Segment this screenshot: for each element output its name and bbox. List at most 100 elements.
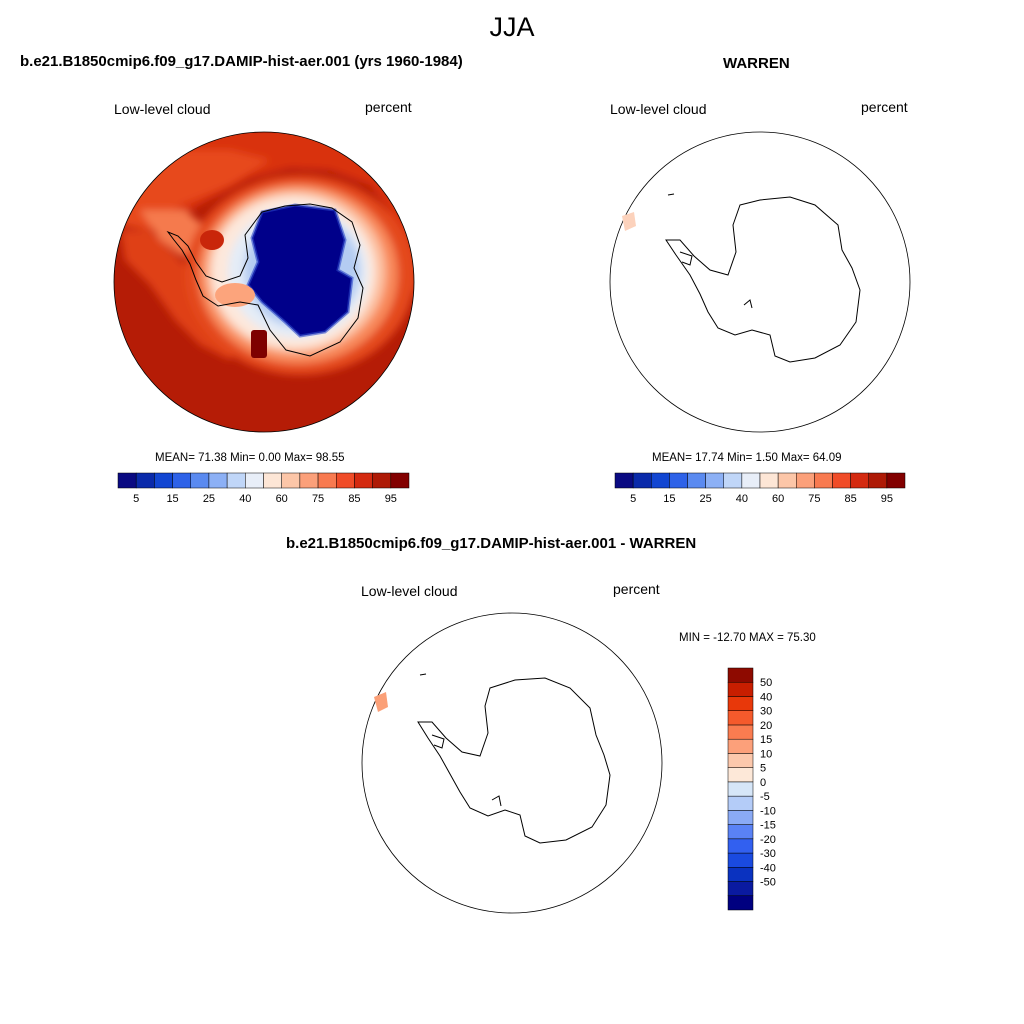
panel1-stats: MEAN= 71.38 Min= 0.00 Max= 98.55 (155, 452, 345, 464)
panel2-variable-label: Low-level cloud (610, 101, 707, 117)
panel3-colorbar-swatch (727, 895, 754, 911)
panel2-colorbar-swatch (687, 472, 706, 489)
panel1-units-label: percent (365, 99, 412, 115)
panel3-colorbar-tick-label: 15 (760, 734, 772, 746)
panel3-colorbar-swatch (727, 795, 754, 811)
panel3-colorbar-tick-label: -40 (760, 862, 776, 874)
panel1-colorbar-swatch (135, 472, 155, 489)
panel2-units-label: percent (861, 99, 908, 115)
panel2-colorbar-tick-label: 40 (736, 493, 748, 505)
panel1-colorbar-tick-label: 5 (133, 493, 139, 505)
panel3-colorbar-swatch (727, 781, 754, 797)
panel2-colorbar-swatch (651, 472, 670, 489)
panel2-colorbar-swatch (759, 472, 779, 489)
panel3-colorbar-swatch (727, 738, 754, 754)
panel2-colorbar: 5 15 25 40 60 75 85 95 (614, 472, 906, 505)
panel2-colorbar-swatch (741, 472, 761, 489)
panel3-colorbar-swatch (727, 753, 754, 768)
panel3-colorbar-swatch (727, 838, 754, 854)
panel3-colorbar-tick-label: -30 (760, 848, 776, 860)
panel3-colorbar-tick-label: 5 (760, 763, 766, 775)
panel3-colorbar-tick-label: 0 (760, 777, 766, 789)
panel3-colorbar-swatch (727, 696, 754, 711)
panel1-colorbar-swatch (208, 472, 228, 489)
panel2-colorbar-tick-label: 5 (630, 493, 636, 505)
panel3-colorbar-tick-label: 40 (760, 691, 772, 703)
panel3-colorbar-tick-label: 30 (760, 706, 772, 718)
panel2-colorbar-tick-label: 85 (845, 493, 857, 505)
panel1-coastline (166, 203, 364, 357)
panel3-units-label: percent (613, 581, 660, 597)
panel1-colorbar-swatch (390, 472, 410, 489)
panel1-colorbar-swatch (372, 472, 392, 489)
panel1-colorbar-swatch (299, 472, 319, 489)
figure-title: JJA (489, 12, 535, 42)
panel1-colorbar-tick-label: 75 (312, 493, 324, 505)
panel3-colorbar-swatch (727, 867, 754, 882)
panel3-colorbar-swatch (727, 681, 754, 697)
panel3-colorbar-tick-label: 50 (760, 677, 772, 689)
panel1-colorbar-tick-label: 95 (385, 493, 397, 505)
panel3-colorbar-tick-label: -20 (760, 834, 776, 846)
panel3-variable-label: Low-level cloud (361, 583, 458, 599)
panel1-colorbar-swatch (354, 472, 373, 489)
panel2-colorbar-swatch (832, 472, 851, 489)
panel1-colorbar-swatch (281, 472, 301, 489)
panel2-colorbar-tick-label: 60 (772, 493, 784, 505)
panel1-colorbar-swatch (245, 472, 264, 489)
panel1-colorbar-tick-label: 40 (239, 493, 251, 505)
panel3-title: b.e21.B1850cmip6.f09_g17.DAMIP-hist-aer.… (286, 535, 697, 552)
panel1-variable-label: Low-level cloud (114, 101, 211, 117)
panel3-colorbar-swatch (727, 824, 754, 840)
panel2-colorbar-tick-label: 95 (881, 493, 893, 505)
panel3-colorbar-swatch (727, 767, 754, 783)
panel2-title: WARREN (723, 55, 790, 72)
panel1-colorbar-tick-label: 85 (348, 493, 360, 505)
panel1-map (114, 132, 414, 432)
panel2-colorbar-swatch (614, 472, 634, 489)
panel3-colorbar-tick-label: -50 (760, 877, 776, 889)
panel3-colorbar-swatch (727, 881, 754, 897)
panel1-colorbar-tick-label: 25 (203, 493, 215, 505)
panel2-colorbar-swatch (632, 472, 652, 489)
panel2-stats: MEAN= 17.74 Min= 1.50 Max= 64.09 (652, 452, 842, 464)
panel3-colorbar-tick-label: -15 (760, 820, 776, 832)
panel1-colorbar-swatch (190, 472, 210, 489)
panel2-colorbar-swatch (868, 472, 888, 489)
panel1-colorbar-swatch (172, 472, 191, 489)
panel3-colorbar-tick-label: -10 (760, 805, 776, 817)
panel1-colorbar-swatch (263, 472, 282, 489)
panel2-colorbar-tick-label: 15 (663, 493, 675, 505)
panel3-stats: MIN = -12.70 MAX = 75.30 (679, 632, 816, 644)
panel2-colorbar-tick-label: 75 (808, 493, 820, 505)
panel3-map (361, 612, 663, 914)
panel1-colorbar-swatch (226, 472, 246, 489)
panel3-colorbar-swatch (727, 852, 754, 868)
panel1-colorbar: 5 15 25 40 60 75 85 95 (117, 472, 410, 505)
panel1-colorbar-swatch (154, 472, 173, 489)
panel3-colorbar-tick-label: -5 (760, 791, 770, 803)
panel2-colorbar-tick-label: 25 (700, 493, 712, 505)
panel2-colorbar-swatch (850, 472, 869, 489)
panel1-colorbar-swatch (336, 472, 355, 489)
panel3-colorbar-swatch (727, 810, 754, 825)
panel3-colorbar-tick-label: 20 (760, 720, 772, 732)
panel2-colorbar-swatch (777, 472, 797, 489)
panel2-colorbar-swatch (814, 472, 833, 489)
panel2-colorbar-swatch (669, 472, 688, 489)
panel2-colorbar-swatch (705, 472, 724, 489)
panel3-colorbar-tick-label: 10 (760, 748, 772, 760)
panel2-colorbar-swatch (723, 472, 743, 489)
panel2-map (609, 131, 911, 433)
panel3-colorbar-swatch (727, 724, 754, 740)
panel1-colorbar-tick-label: 15 (166, 493, 178, 505)
panel3-colorbar-swatch (727, 710, 754, 726)
panel1-colorbar-swatch (317, 472, 337, 489)
panel2-colorbar-swatch (886, 472, 906, 489)
panel1-colorbar-tick-label: 60 (276, 493, 288, 505)
panel3-colorbar-swatch (727, 667, 754, 683)
panel1-title: b.e21.B1850cmip6.f09_g17.DAMIP-hist-aer.… (20, 53, 463, 70)
panel2-colorbar-swatch (796, 472, 815, 489)
